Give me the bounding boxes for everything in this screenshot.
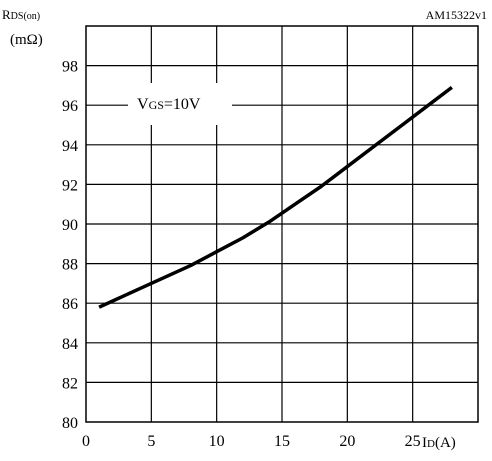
- x-tick-label: 10: [209, 433, 225, 450]
- x-tick-label: 20: [339, 433, 355, 450]
- y-axis-label: RDS(on): [2, 7, 40, 22]
- y-tick-label: 92: [62, 177, 78, 194]
- x-tick-label: 0: [82, 433, 90, 450]
- x-axis-label: ID(A): [422, 435, 456, 451]
- y-tick-label: 90: [62, 217, 78, 234]
- y-tick-label: 88: [62, 257, 78, 274]
- y-tick-label: 86: [62, 296, 78, 313]
- y-axis-unit: (mΩ): [10, 32, 43, 48]
- y-tick-label: 84: [62, 336, 78, 353]
- y-tick-label: 80: [62, 415, 78, 432]
- y-tick-label: 98: [62, 59, 78, 76]
- annotation-mask: [128, 83, 232, 125]
- x-tick-label: 15: [274, 433, 290, 450]
- x-tick-label: 5: [147, 433, 155, 450]
- vgs-annotation: VGS=10V: [137, 96, 201, 113]
- y-tick-label: 82: [62, 375, 78, 392]
- x-tick-label: 25: [405, 433, 421, 450]
- y-tick-label: 94: [62, 138, 78, 155]
- figure-id: AM15322v1: [426, 8, 487, 22]
- plot-border: [85, 25, 479, 423]
- grid-lines: [86, 26, 478, 422]
- series-layer: [98, 85, 453, 309]
- plot-frame: [85, 25, 479, 423]
- y-tick-label: 96: [62, 98, 78, 115]
- tick-labels: 0 5 10 15 20 25 80 82 84 86 88 90 92 94 96 98: [62, 59, 421, 450]
- rds-curve: [98, 85, 453, 309]
